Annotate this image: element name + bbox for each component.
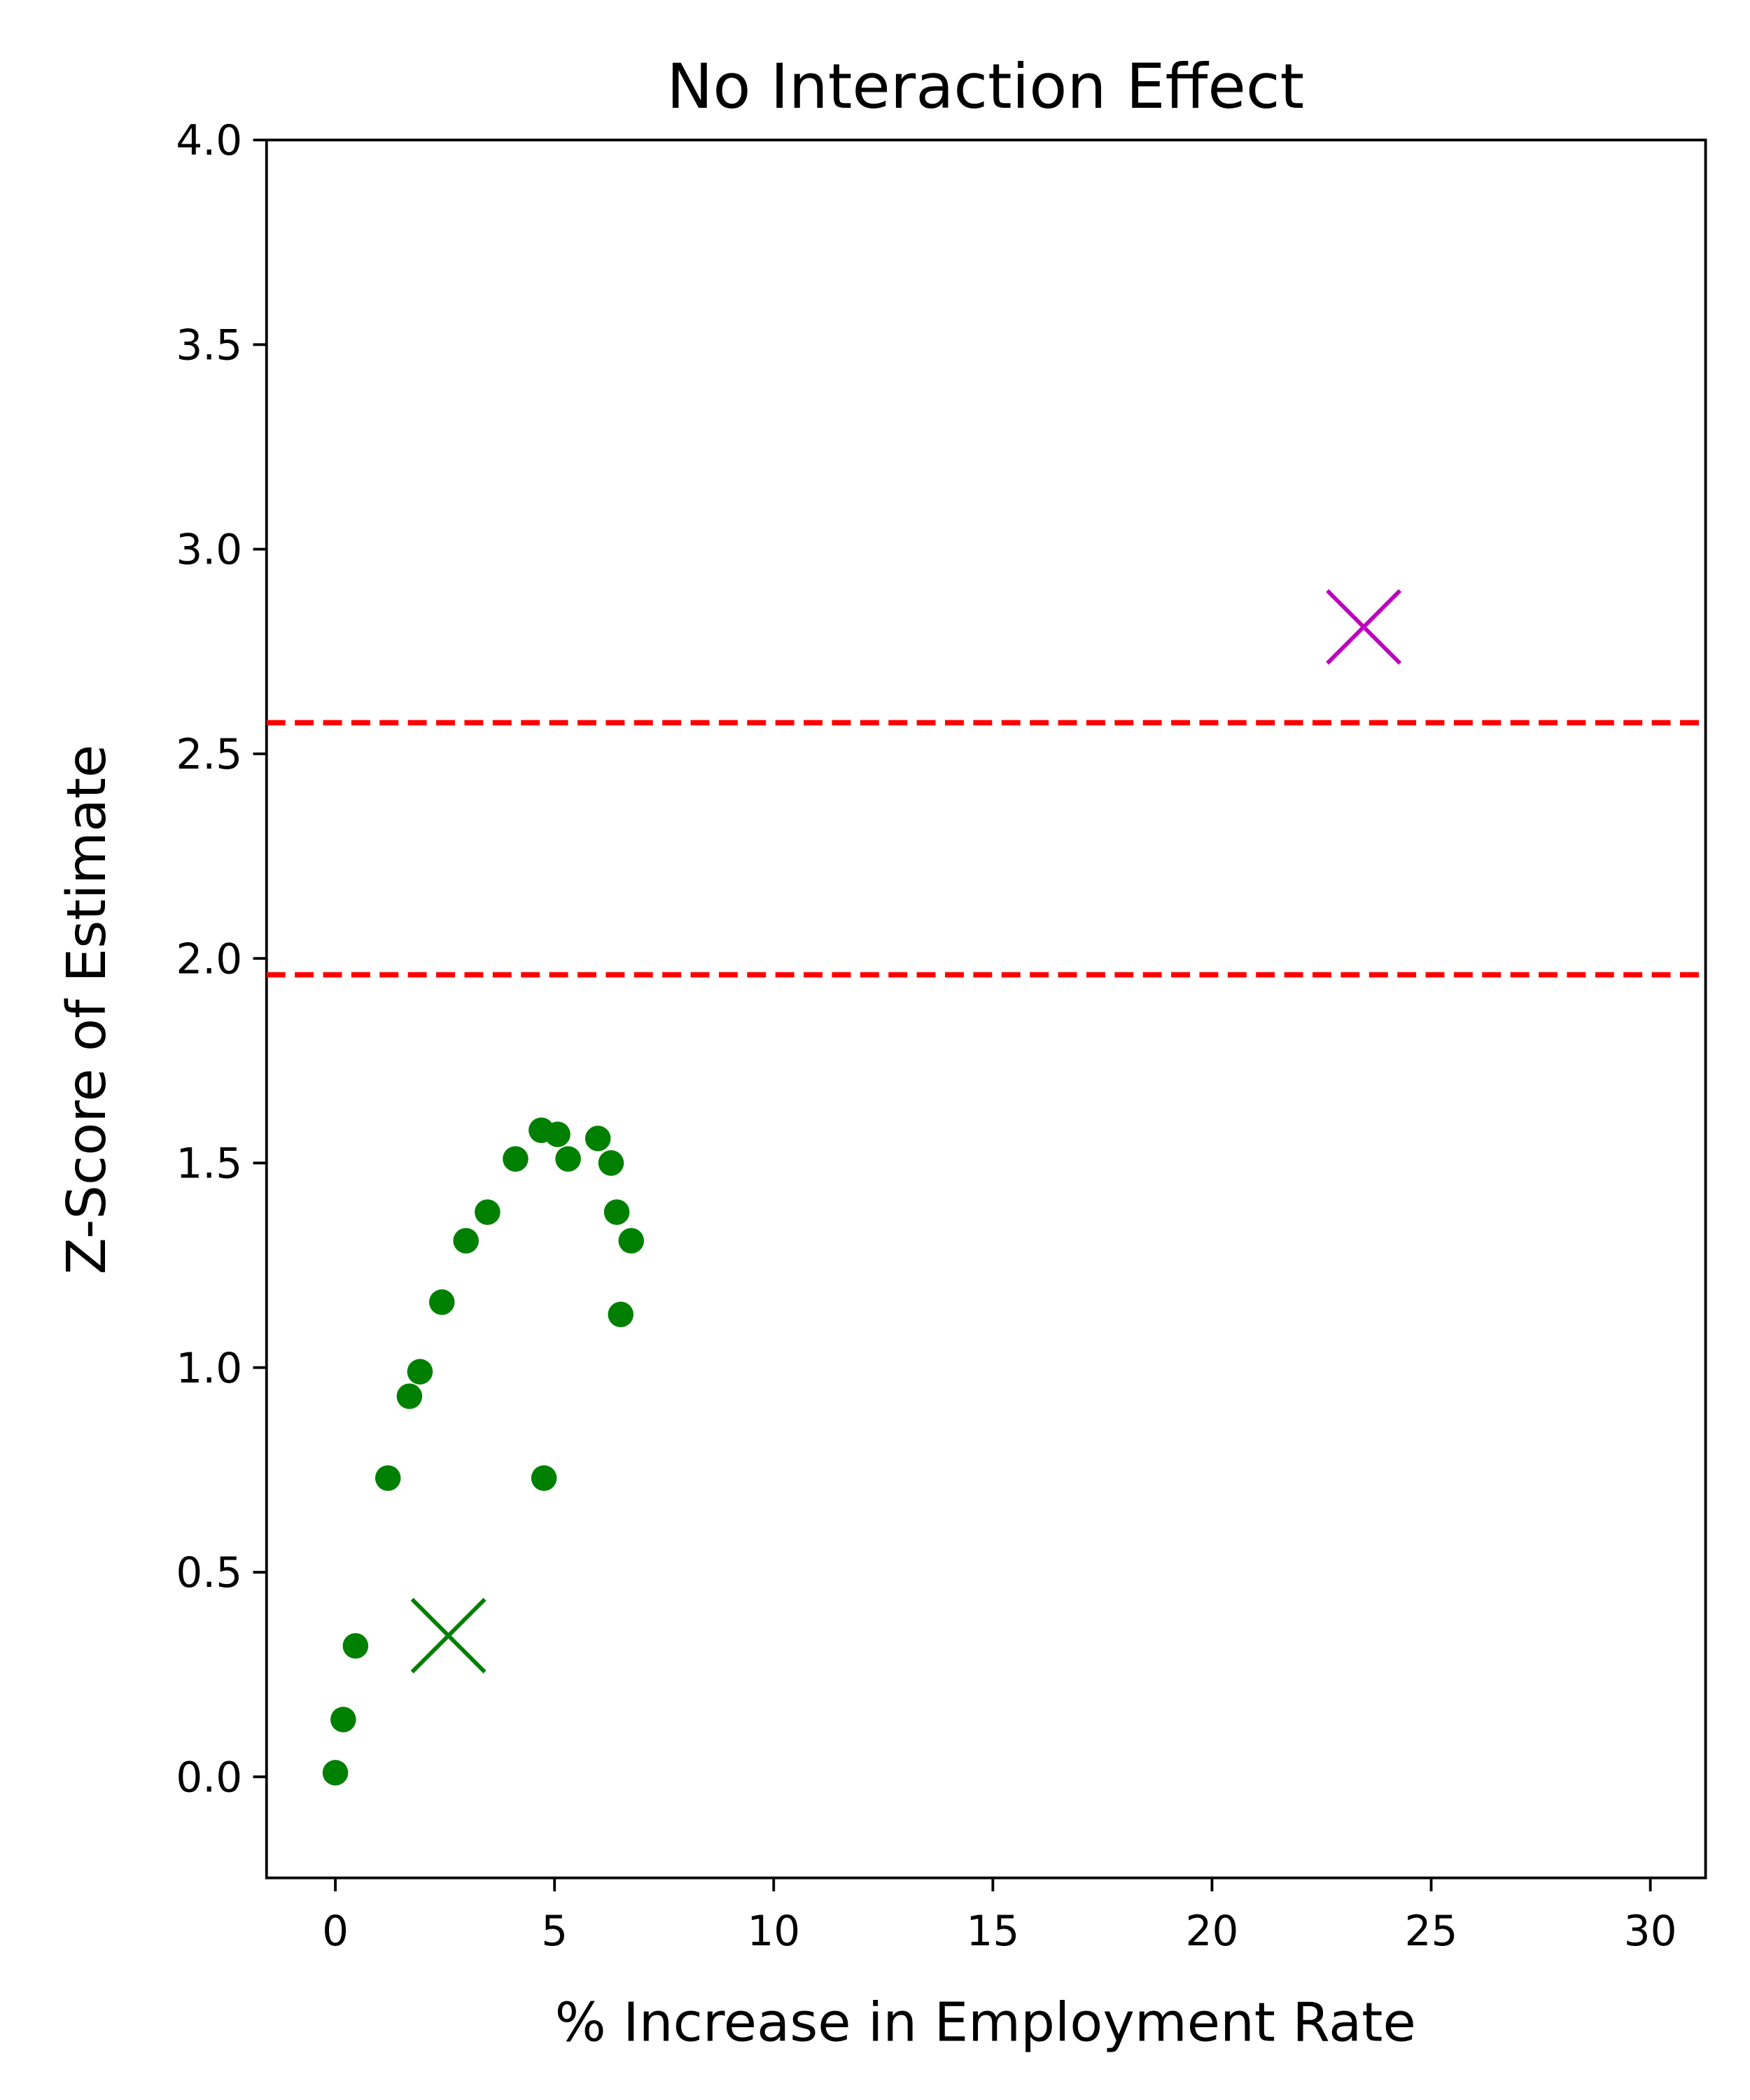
point	[555, 1146, 581, 1172]
point	[475, 1199, 500, 1225]
chart-title: No Interaction Effect	[666, 50, 1304, 122]
y-tick-label: 0.5	[176, 1549, 242, 1597]
x-marker	[410, 1597, 486, 1674]
point	[618, 1228, 645, 1254]
y-tick-label: 2.5	[176, 731, 242, 779]
point	[608, 1301, 634, 1328]
y-tick-label: 3.5	[176, 321, 242, 370]
point	[503, 1146, 528, 1172]
x-tick-label: 20	[1186, 1907, 1239, 1956]
x-tick-label: 25	[1405, 1907, 1458, 1956]
point	[598, 1150, 624, 1176]
y-axis-label: Z-Score of Estimate	[56, 745, 118, 1275]
y-tick-label: 1.0	[176, 1345, 242, 1393]
point	[374, 1465, 401, 1491]
y-tick-label: 0.0	[176, 1754, 242, 1802]
y-tick-label: 4.0	[176, 117, 242, 165]
x-tick-label: 5	[541, 1907, 568, 1956]
y-tick-label: 3.0	[176, 526, 242, 575]
x-tick-label: 30	[1624, 1907, 1677, 1956]
plot-frame	[265, 139, 1707, 1879]
point	[584, 1126, 611, 1152]
point	[396, 1383, 423, 1409]
point	[603, 1199, 630, 1225]
point	[545, 1121, 570, 1147]
point	[330, 1707, 356, 1732]
point	[531, 1465, 557, 1491]
y-tick-label: 1.5	[176, 1140, 242, 1189]
point	[428, 1289, 455, 1315]
point	[342, 1632, 369, 1659]
x-axis-label: % Increase in Employment Rate	[555, 1991, 1416, 2054]
x-tick-label: 10	[747, 1907, 800, 1956]
point	[322, 1760, 349, 1786]
x-tick-label: 15	[966, 1907, 1019, 1956]
y-tick-label: 2.0	[176, 935, 242, 983]
x-marker	[1326, 589, 1402, 665]
point	[453, 1228, 479, 1254]
point	[407, 1359, 433, 1385]
x-tick-label: 0	[322, 1907, 349, 1956]
